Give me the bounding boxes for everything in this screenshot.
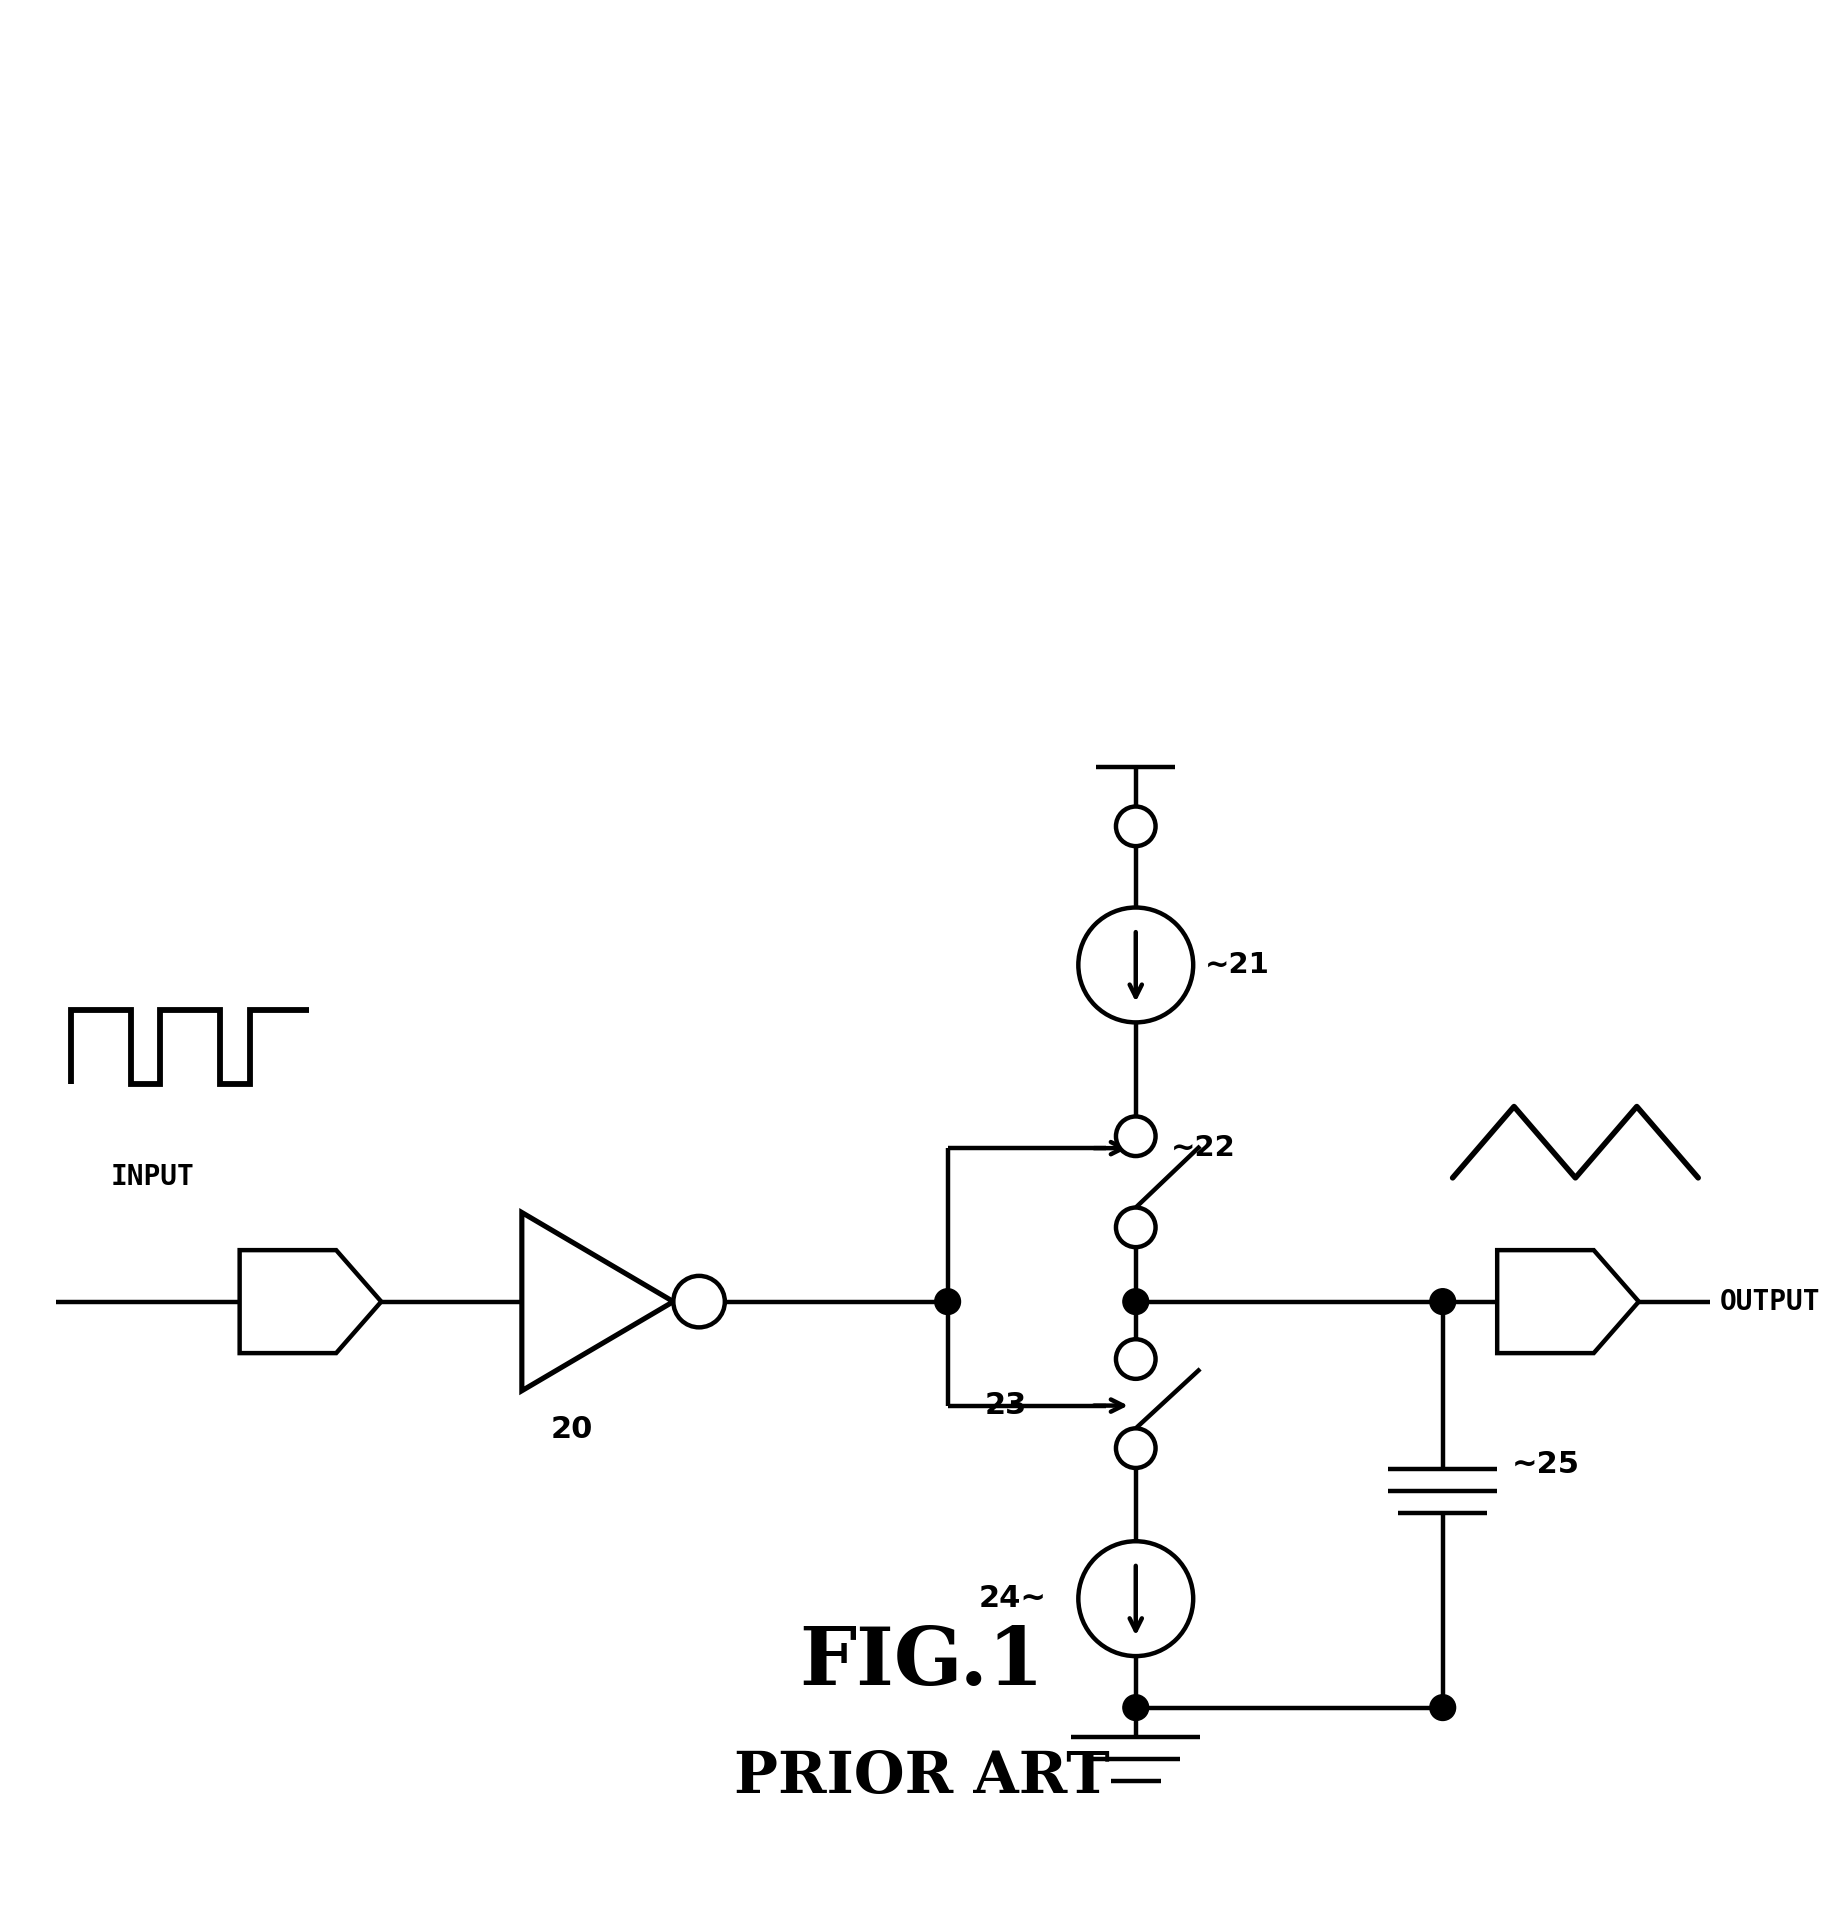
Text: INPUT: INPUT — [111, 1164, 194, 1190]
Circle shape — [1429, 1695, 1454, 1720]
Circle shape — [673, 1277, 724, 1327]
Text: ~25: ~25 — [1512, 1450, 1580, 1480]
Circle shape — [1116, 1208, 1155, 1248]
Text: FIG.1: FIG.1 — [798, 1624, 1044, 1701]
Circle shape — [1116, 1428, 1155, 1469]
Text: ~22: ~22 — [1170, 1135, 1234, 1162]
Circle shape — [1116, 806, 1155, 847]
Text: PRIOR ART: PRIOR ART — [734, 1749, 1109, 1805]
Text: ~21: ~21 — [1205, 950, 1270, 979]
Circle shape — [1116, 1340, 1155, 1379]
Text: 20: 20 — [551, 1415, 591, 1444]
Circle shape — [1116, 1116, 1155, 1156]
Text: OUTPUT: OUTPUT — [1719, 1288, 1820, 1315]
Text: 24~: 24~ — [978, 1584, 1046, 1613]
Circle shape — [1122, 1695, 1148, 1720]
Circle shape — [935, 1288, 959, 1315]
Circle shape — [1429, 1288, 1454, 1315]
Circle shape — [1122, 1288, 1148, 1315]
Text: 23: 23 — [983, 1392, 1026, 1421]
